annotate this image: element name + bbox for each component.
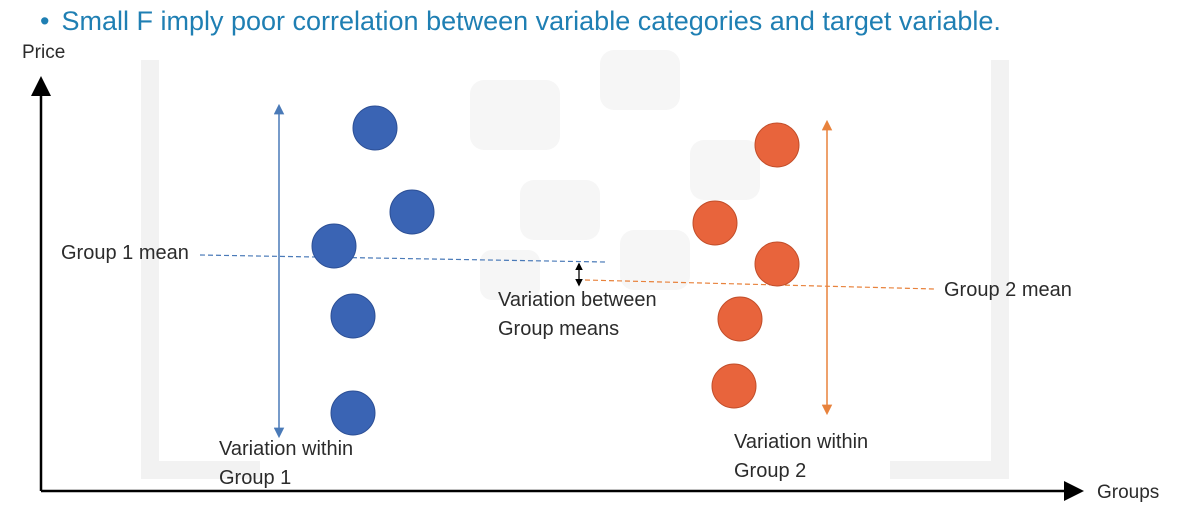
- group1-mean-line: [199, 254, 606, 263]
- group2-point: [754, 122, 800, 168]
- group2-mean-line: [584, 279, 936, 290]
- group2-points: [692, 122, 800, 409]
- between-means-label-line1: Variation between: [498, 289, 657, 311]
- group2-point: [711, 363, 757, 409]
- group1-point: [352, 105, 398, 151]
- group1-point: [330, 390, 376, 436]
- group2-point: [754, 241, 800, 287]
- group2-point: [717, 296, 763, 342]
- group1-points: [311, 105, 435, 436]
- group1-variation-label-line2: Group 1: [219, 467, 292, 489]
- bullet-icon: •: [40, 6, 50, 36]
- bullet-text: Small F imply poor correlation between v…: [61, 6, 1001, 36]
- group1-mean-label: Group 1 mean: [61, 242, 189, 264]
- group2-point: [692, 200, 738, 246]
- group2-mean-label: Group 2 mean: [944, 279, 1072, 301]
- group1-point: [330, 293, 376, 339]
- group1-point: [389, 189, 435, 235]
- group1-variation-label-line1: Variation within: [219, 438, 354, 460]
- x-axis-label: Groups: [1097, 482, 1160, 503]
- y-axis-label: Price: [22, 42, 66, 63]
- bullet-heading: • Small F imply poor correlation between …: [40, 4, 1001, 38]
- group1-point: [311, 223, 357, 269]
- group2-variation-label-line1: Variation within: [734, 431, 869, 453]
- group2-variation-label-line2: Group 2: [734, 460, 807, 482]
- between-means-label-line2: Group means: [498, 318, 620, 340]
